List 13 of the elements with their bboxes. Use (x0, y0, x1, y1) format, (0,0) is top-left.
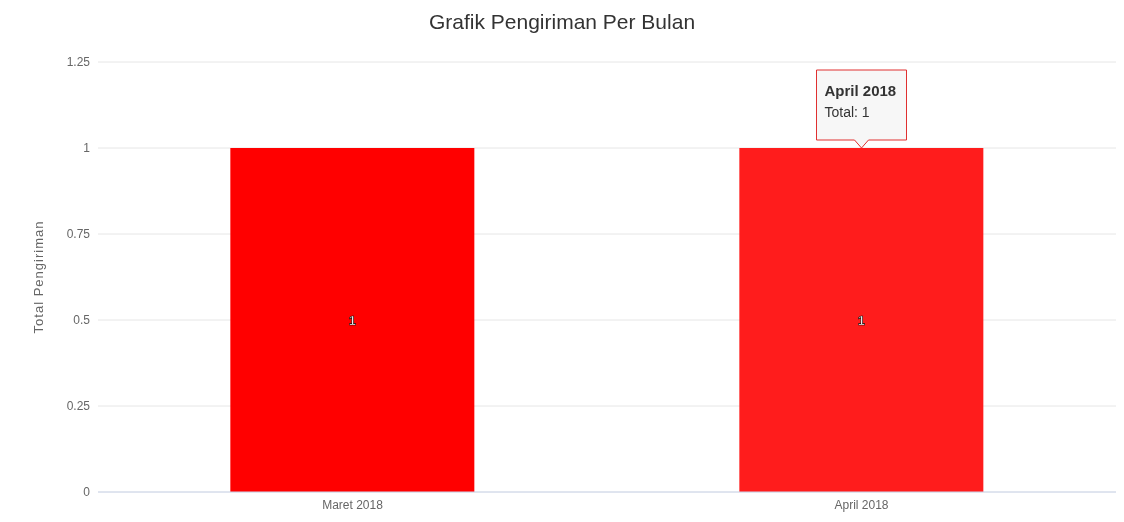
x-tick-label: April 2018 (834, 497, 889, 512)
y-axis-title: Total Pengiriman (30, 220, 46, 334)
y-tick-label: 0 (83, 485, 91, 500)
y-tick-label: 1 (83, 141, 91, 156)
y-tick-label: 0.5 (73, 313, 91, 328)
chart-title: Grafik Pengiriman Per Bulan (427, 9, 697, 35)
x-tick-label: Maret 2018 (322, 497, 384, 512)
y-tick-label: 0.75 (66, 227, 91, 242)
data-label: 1 (857, 312, 865, 328)
y-tick-label: 0.25 (66, 399, 91, 414)
annotation: April 2018 Total: 1 (824, 82, 897, 120)
data-label: 1 (348, 312, 356, 328)
y-tick-label: 1.25 (66, 55, 91, 70)
